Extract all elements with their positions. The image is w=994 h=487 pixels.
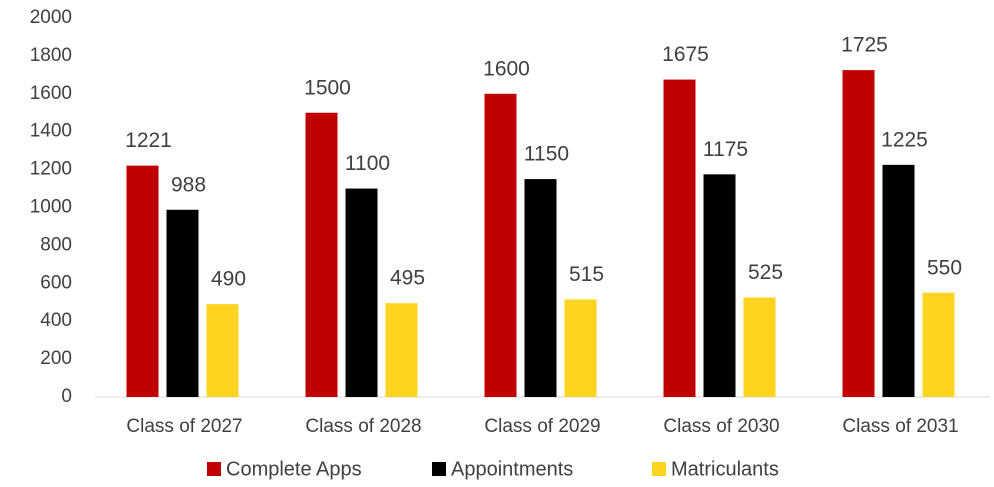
value-label: 490 bbox=[211, 268, 246, 291]
legend-swatch bbox=[207, 462, 221, 476]
value-label: 1675 bbox=[662, 43, 709, 66]
value-label: 1225 bbox=[881, 128, 928, 151]
legend-label: Complete Apps bbox=[226, 458, 362, 480]
legend-swatch bbox=[432, 462, 446, 476]
y-tick-label: 800 bbox=[40, 234, 72, 255]
value-label: 1100 bbox=[345, 152, 390, 175]
legend-label: Matriculants bbox=[671, 458, 779, 480]
value-label: 988 bbox=[171, 173, 206, 196]
x-tick-label: Class of 2029 bbox=[484, 416, 600, 437]
bar bbox=[663, 79, 696, 398]
bar bbox=[484, 93, 517, 398]
bar bbox=[922, 292, 955, 397]
bar bbox=[524, 179, 557, 397]
x-tick-label: Class of 2030 bbox=[663, 416, 779, 437]
value-label: 525 bbox=[748, 261, 783, 284]
value-label: 1175 bbox=[703, 138, 748, 161]
bar bbox=[743, 297, 776, 397]
bar bbox=[882, 164, 915, 397]
x-tick-label: Class of 2031 bbox=[842, 416, 958, 437]
y-tick-label: 200 bbox=[40, 348, 72, 369]
value-label: 495 bbox=[390, 267, 425, 290]
bar bbox=[842, 70, 875, 398]
y-tick-label: 1000 bbox=[30, 197, 72, 218]
bar bbox=[703, 174, 736, 397]
value-label: 1221 bbox=[125, 129, 172, 152]
bar bbox=[345, 188, 378, 397]
x-tick-label: Class of 2027 bbox=[126, 416, 242, 437]
y-tick-label: 0 bbox=[61, 386, 72, 407]
y-tick-label: 2000 bbox=[30, 7, 72, 28]
y-tick-label: 1400 bbox=[30, 121, 72, 142]
y-tick-label: 600 bbox=[40, 272, 72, 293]
y-tick-label: 1600 bbox=[30, 83, 72, 104]
bar bbox=[564, 299, 597, 397]
legend-label: Appointments bbox=[451, 458, 573, 480]
value-label: 550 bbox=[927, 256, 962, 279]
bar bbox=[126, 165, 159, 397]
value-label: 515 bbox=[569, 263, 604, 286]
y-tick-label: 400 bbox=[40, 310, 72, 331]
y-tick-label: 1200 bbox=[30, 159, 72, 180]
bar bbox=[385, 303, 418, 397]
y-tick-label: 1800 bbox=[30, 45, 72, 66]
value-label: 1150 bbox=[524, 143, 569, 166]
value-label: 1725 bbox=[841, 34, 888, 57]
x-tick-label: Class of 2028 bbox=[305, 416, 421, 437]
bar bbox=[305, 112, 338, 397]
bar bbox=[166, 209, 199, 397]
legend-swatch bbox=[652, 462, 666, 476]
bar bbox=[206, 304, 239, 397]
value-label: 1600 bbox=[483, 57, 530, 80]
value-label: 1500 bbox=[304, 76, 351, 99]
